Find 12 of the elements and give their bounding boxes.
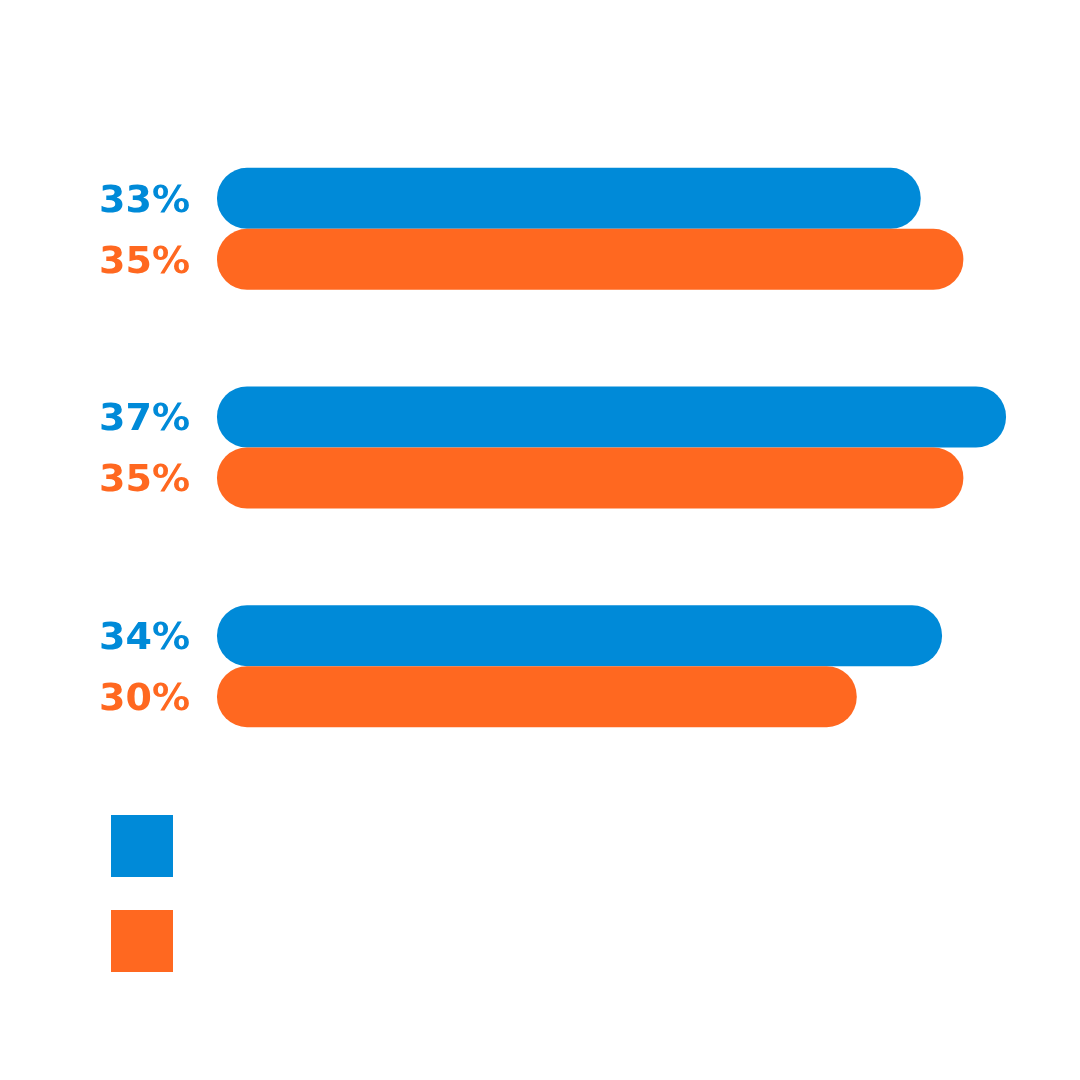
bar: [217, 228, 964, 290]
data-label: 37%: [99, 395, 190, 440]
bar: [217, 386, 1006, 448]
bar: [217, 605, 943, 667]
data-label: 35%: [99, 237, 190, 282]
data-label: 33%: [99, 176, 190, 221]
bar: [217, 447, 964, 509]
data-label: 30%: [99, 674, 190, 719]
data-label: 35%: [99, 456, 190, 501]
bar: [217, 167, 921, 229]
data-label: 34%: [99, 613, 190, 658]
bar: [217, 666, 857, 728]
